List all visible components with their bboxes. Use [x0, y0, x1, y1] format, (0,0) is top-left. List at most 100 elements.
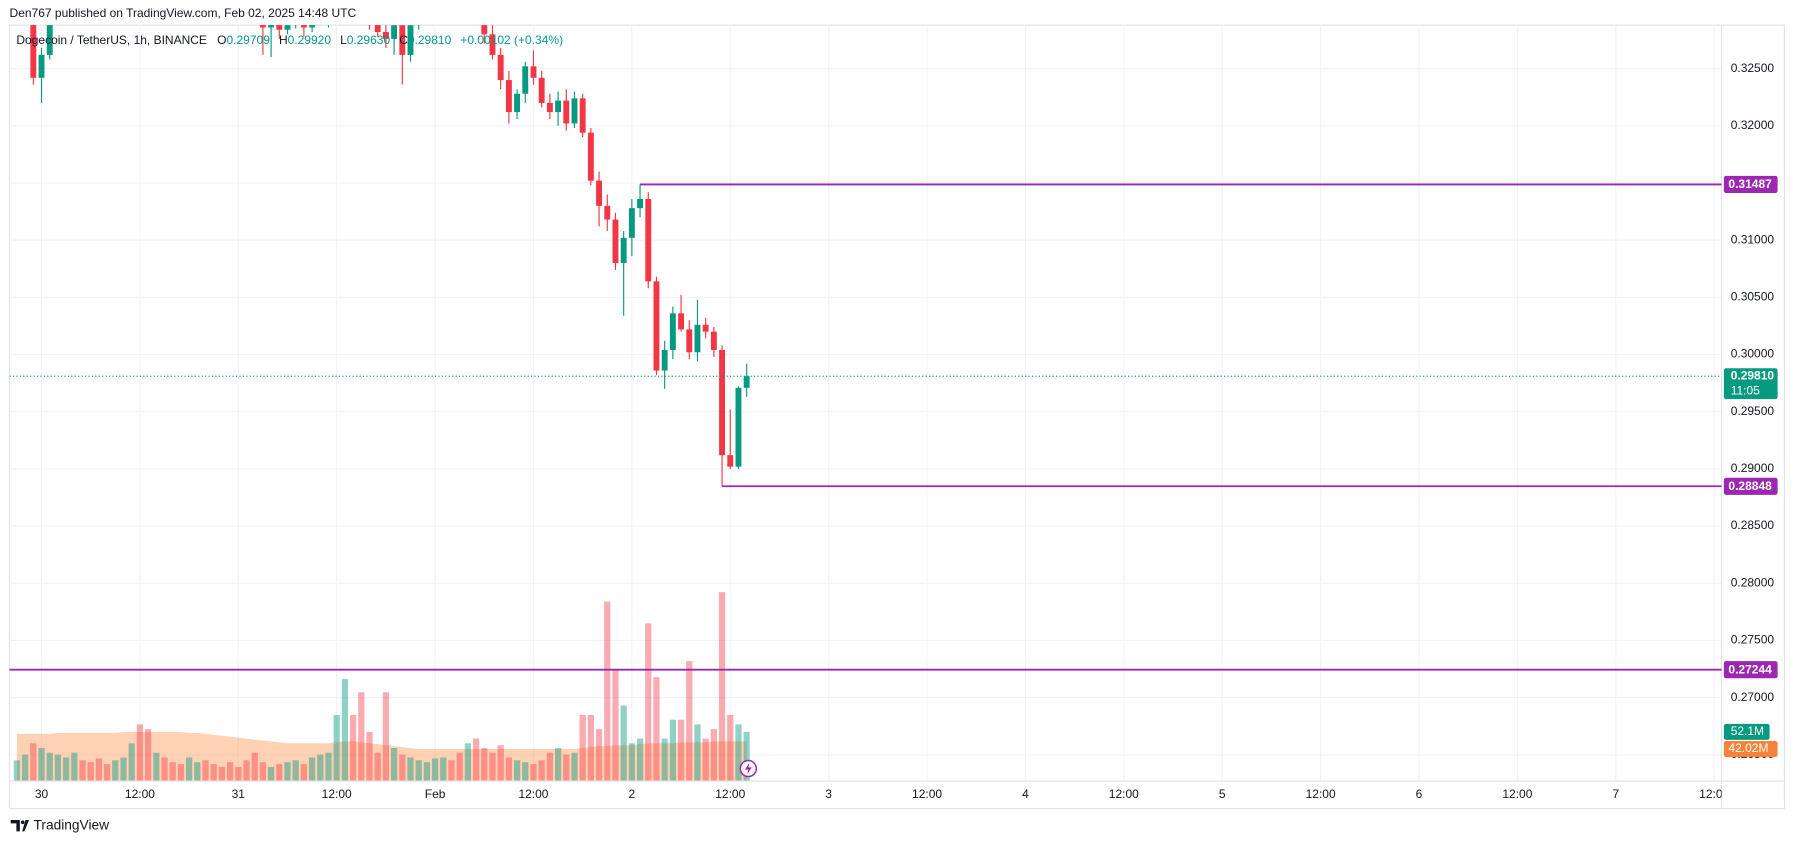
candle-body [391, 25, 398, 39]
candle-body [522, 66, 529, 94]
legend: Dogecoin / TetherUS, 1h, BINANCE O0.2970… [16, 33, 563, 47]
volume-bar [366, 731, 373, 782]
y-tick-label: 0.29500 [1731, 404, 1775, 418]
candle-body [309, 25, 316, 28]
candle-body [268, 25, 275, 28]
volume-bar [251, 752, 258, 782]
volume-bar [128, 743, 135, 782]
last-price-label: 0.29810 [1731, 368, 1775, 382]
volume-bar [448, 760, 455, 782]
volume-bar [727, 714, 734, 782]
candle-body [219, 2, 225, 4]
volume-bar [694, 724, 701, 782]
volume-bar [735, 724, 742, 782]
legend-value: 0.29630 [347, 33, 391, 47]
volume-bar [390, 748, 398, 782]
candle-body [30, 25, 37, 78]
volume-bar [169, 762, 176, 782]
volume-bar [489, 752, 496, 782]
candle-body [538, 77, 545, 103]
volume-bar [595, 729, 603, 782]
volume-bar [645, 623, 652, 782]
volume-bar [563, 754, 570, 782]
candle-body [653, 281, 660, 371]
legend-key: O [217, 33, 226, 47]
volume-bar [604, 601, 611, 782]
candle-body [694, 324, 701, 353]
candle-body [374, 25, 381, 33]
candle-body [440, 0, 446, 5]
candle-body [628, 208, 635, 238]
volume-bar [677, 719, 685, 782]
volume-bar [349, 714, 357, 782]
volume-bar [333, 714, 340, 782]
candle-body [407, 25, 414, 55]
volume-bar [440, 757, 447, 782]
volume-bar [38, 748, 45, 782]
volume-bar [54, 754, 62, 782]
x-tick-label: 12:00 [715, 787, 745, 801]
volume-bar [530, 764, 537, 782]
candle-body [497, 54, 504, 81]
candle-body [358, 0, 364, 2]
x-tick-label: 12:00 [1699, 787, 1729, 801]
candle-body [702, 324, 709, 332]
candle-body [112, 0, 118, 2]
x-tick-label: 7 [1612, 787, 1619, 801]
grid [9, 25, 1722, 782]
candle-body [596, 180, 603, 206]
x-tick-label: 12:00 [912, 787, 942, 801]
volume-bar [22, 754, 29, 782]
x-tick-label: 5 [1219, 787, 1226, 801]
x-tick-label: 4 [1022, 787, 1029, 801]
candle-body [449, 0, 455, 2]
x-tick-label: 3 [825, 787, 832, 801]
volume-bar [259, 762, 267, 782]
legend-key: C [399, 33, 408, 47]
x-tick-label: 12:00 [1502, 787, 1532, 801]
candle-body [530, 66, 537, 78]
volume-bar [620, 705, 627, 782]
level-label-box [1723, 477, 1778, 495]
volume-bar [194, 762, 201, 782]
candle-body [661, 349, 668, 371]
volume-bar [513, 760, 521, 782]
candle-body [678, 313, 685, 330]
volume-bar [669, 719, 676, 782]
candle-body [473, 11, 479, 16]
y-tick-label: 0.31000 [1731, 232, 1775, 246]
volume-bar [161, 757, 168, 782]
candle-body [465, 11, 471, 18]
footer-text: TradingView [34, 817, 110, 832]
volume-bar [226, 762, 234, 782]
volume-bar [653, 677, 660, 782]
legend-symbol: Dogecoin / TetherUS, 1h, BINANCE [16, 33, 207, 47]
volume-bar [46, 752, 53, 782]
y-tick-label: 0.28500 [1731, 518, 1775, 532]
x-tick-label: 2 [629, 787, 636, 801]
volume-bar [481, 748, 488, 782]
candle-body [735, 387, 742, 467]
volume-bar [464, 743, 471, 782]
volume-bar [300, 764, 308, 782]
x-tick-label: 6 [1416, 787, 1423, 801]
volume-bar [571, 752, 578, 782]
candle-body [710, 331, 717, 350]
x-tick-label: 12:00 [518, 787, 548, 801]
volume-bar [325, 752, 332, 782]
volume-ma-label-box [1723, 741, 1778, 758]
volume-bar [702, 738, 709, 782]
y-tick-label: 0.29000 [1731, 461, 1775, 475]
y-tick-label: 0.30500 [1731, 290, 1775, 304]
volume-bar [718, 592, 726, 782]
volume-label-box [1723, 723, 1770, 740]
volume-bar [587, 714, 594, 782]
volume-bar [136, 724, 144, 782]
candle-body [211, 0, 217, 2]
volume-ma-label: 42.02M [1728, 741, 1768, 755]
candle-body [46, 25, 53, 55]
candle-body [432, 5, 438, 10]
volume-bar [71, 752, 78, 782]
volume-bar [87, 762, 94, 782]
price-axis: 0.265000.270000.275000.280000.285000.290… [1723, 61, 1778, 761]
